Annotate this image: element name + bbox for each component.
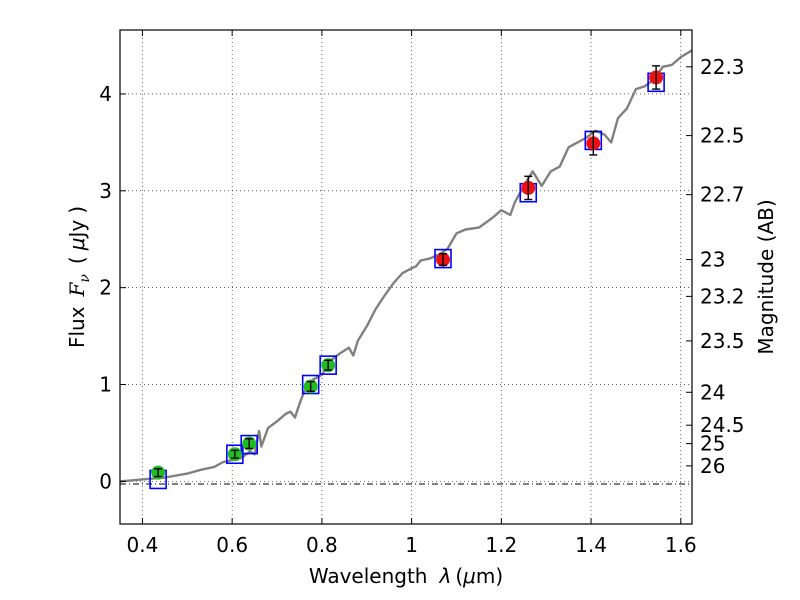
model-band-square (434, 248, 452, 269)
y2-axis-label: Magnitude (AB) (754, 199, 778, 354)
series-layer (119, 49, 693, 490)
x-tick-label: 1.4 (575, 533, 607, 557)
y-tick-label: 1 (99, 373, 112, 397)
magnitude-tick-label: 23 (700, 248, 725, 272)
y-tick-label: 4 (99, 82, 112, 106)
magnitude-tick-label: 26 (700, 454, 725, 478)
magnitude-tick-label: 23.5 (700, 329, 745, 353)
magnitude-tick-label: 22.3 (700, 55, 745, 79)
magnitude-tick-label: 25 (700, 432, 725, 456)
x-tick-label: 0.6 (216, 533, 248, 557)
model-band-square (319, 355, 337, 375)
y-tick-label: 2 (99, 276, 112, 300)
grid-layer (120, 30, 692, 524)
model-band-square (301, 374, 320, 395)
x-tick-label: 1 (405, 533, 418, 557)
x-tick-label: 1.6 (665, 533, 697, 557)
model-band-square (240, 434, 259, 455)
x-axis-label: Wavelength λ (μm) (309, 564, 503, 588)
y-tick-label: 3 (99, 179, 112, 203)
magnitude-tick-label: 22.7 (700, 183, 745, 207)
magnitude-tick-label: 24.5 (700, 413, 745, 437)
y-tick-label: 0 (99, 469, 112, 493)
x-tick-label: 1.2 (485, 533, 517, 557)
magnitude-tick-label: 22.5 (700, 124, 745, 148)
x-tick-label: 0.8 (306, 533, 338, 557)
x-tick-label: 0.4 (127, 533, 159, 557)
magnitude-tick-label: 24 (700, 380, 725, 404)
plot-frame (119, 29, 693, 525)
magnitude-tick-label: 23.2 (700, 284, 745, 308)
tick-layer: 0.4 0.6 0.8 1 1.2 1.4 1.60123422.322.522.72323… (99, 30, 745, 557)
y-axis-label: FluxFν(μJy) (65, 206, 93, 348)
